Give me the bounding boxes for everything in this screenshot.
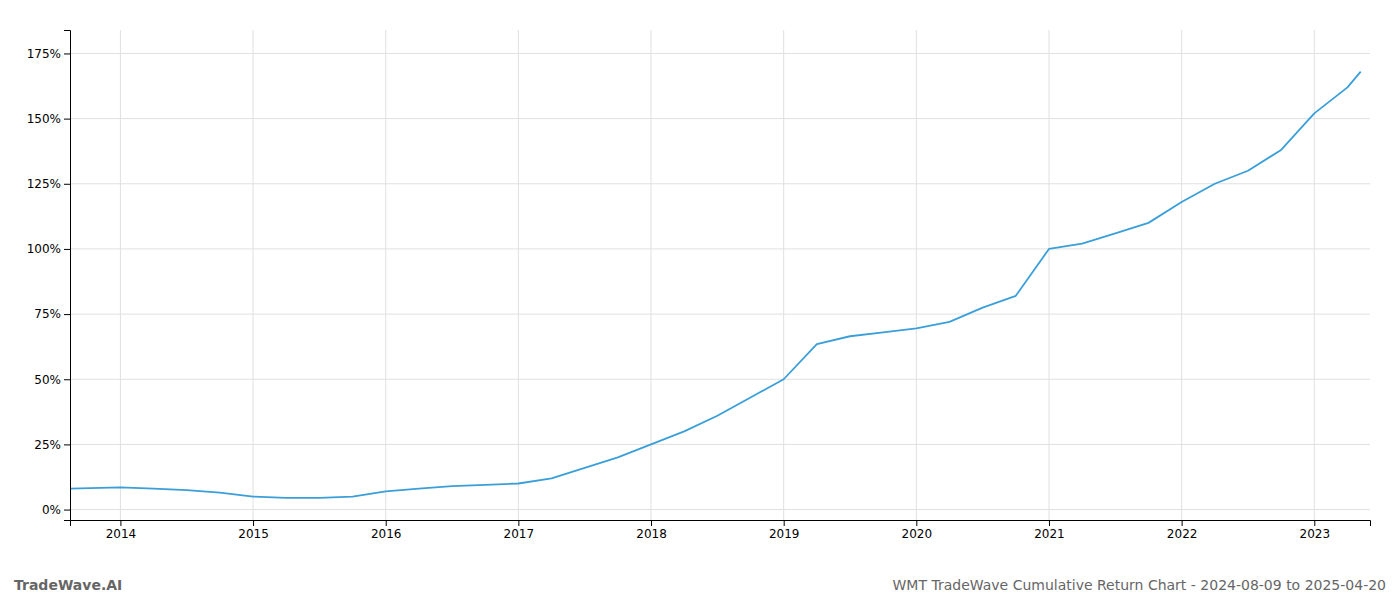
tick-mark [64,314,70,315]
grid-line [1048,30,1049,520]
tick-label: 25% [34,438,61,452]
grid-line [70,248,1370,249]
grid-line [70,509,1370,510]
tick-mark [64,444,70,445]
tick: 100% [27,242,70,256]
tick: 2018 [636,520,667,541]
tick-label: 2018 [636,527,667,541]
line [70,72,1361,498]
tick-label: 2020 [902,527,933,541]
tick-mark [1314,520,1315,526]
tick-label: 150% [27,112,61,126]
tick-mark [1049,520,1050,526]
grid-line [70,314,1370,315]
title: WMT TradeWave Cumulative Return Chart - … [893,577,1387,593]
tick-mark [784,520,785,526]
grid-line [518,30,519,520]
tick: 2020 [902,520,933,541]
tick: 150% [27,112,70,126]
tick: 2015 [238,520,269,541]
tick-label: 2021 [1034,527,1065,541]
tick-mark [64,249,70,250]
grid-line [253,30,254,520]
grid-line [385,30,386,520]
grid-line [70,118,1370,119]
y-axis: 0% 25% 50% 75% 100% 125% 150% 175% [27,31,71,521]
grid-line [70,183,1370,184]
tick: 2022 [1167,520,1198,541]
tick-label: 75% [34,307,61,321]
tick-label: 2019 [769,527,800,541]
tick-label: 2016 [371,527,402,541]
grid-line [70,379,1370,380]
tick: 2023 [1300,520,1331,541]
tick-label: 125% [27,177,61,191]
tick-mark [120,520,121,526]
grid-line [1314,30,1315,520]
watermark: TradeWave.AI [14,577,122,593]
grid-line [70,53,1370,54]
tick: 50% [34,373,70,387]
grid-line [783,30,784,520]
tick: 2014 [106,520,137,541]
grid [70,30,1370,520]
tick-mark [64,184,70,185]
tick: 2019 [769,520,800,541]
tick-mark [1182,520,1183,526]
tick: 175% [27,47,70,61]
tick-mark [651,520,652,526]
grid-line [120,30,121,520]
tick-label: 2015 [238,527,269,541]
grid-line [70,444,1370,445]
marks [70,72,1361,498]
x-axis: 2014 2015 2016 2017 2018 2019 2020 2021 2022 2023 [71,520,1371,541]
axis-line [64,31,71,521]
tick-mark [64,379,70,380]
tick-mark [64,53,70,54]
tick-mark [916,520,917,526]
plot: 2014 2015 2016 2017 2018 2019 2020 2021 2022 2023… [27,30,1371,541]
grid-line [651,30,652,520]
tick: 0% [42,503,70,517]
tick-mark [253,520,254,526]
tick-mark [64,510,70,511]
tick-mark [64,119,70,120]
tick-mark [386,520,387,526]
tick-label: 50% [34,373,61,387]
tick: 2016 [371,520,402,541]
tick-label: 0% [42,503,61,517]
tick-label: 2014 [106,527,137,541]
grid-line [916,30,917,520]
tick-label: 2023 [1300,527,1331,541]
tick: 2017 [504,520,535,541]
tick: 75% [34,307,70,321]
tick-label: 2017 [504,527,535,541]
tick: 25% [34,438,70,452]
tick-label: 100% [27,242,61,256]
grid-line [1181,30,1182,520]
tick-label: 175% [27,47,61,61]
tick-mark [518,520,519,526]
tick-label: 2022 [1167,527,1198,541]
tick: 2021 [1034,520,1065,541]
axis-line [71,521,1371,527]
chart: 2014 2015 2016 2017 2018 2019 2020 2021 2022 2023… [0,0,1400,600]
tick: 125% [27,177,70,191]
